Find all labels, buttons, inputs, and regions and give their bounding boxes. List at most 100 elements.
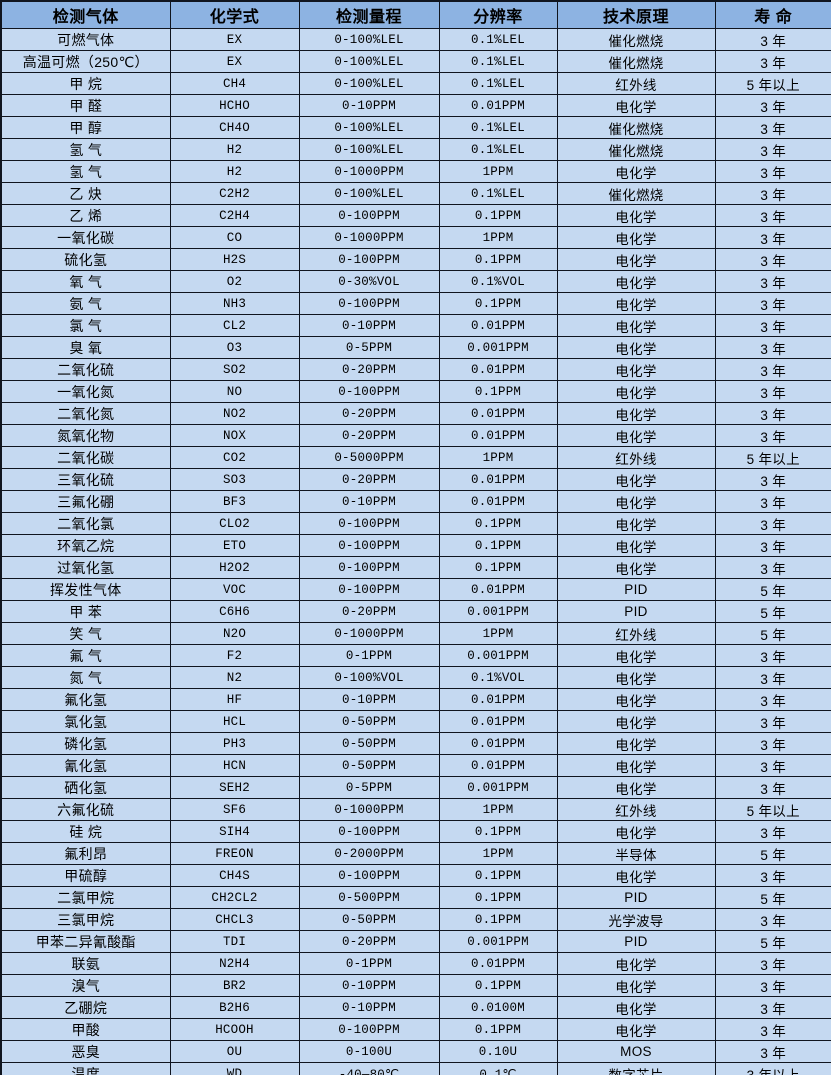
cell-tech: 半导体 xyxy=(556,842,716,865)
cell-tech: 电化学 xyxy=(556,710,716,733)
cell-tech: 催化燃烧 xyxy=(556,116,716,139)
cell-range: 0-1000PPM xyxy=(298,622,440,645)
cell-resolution: 0.01PPM xyxy=(438,710,558,733)
cell-life: 3 年 xyxy=(714,820,831,843)
cell-formula: SEH2 xyxy=(169,776,300,799)
cell-life: 3 年 xyxy=(714,732,831,755)
cell-gas: 一氧化碳 xyxy=(0,226,171,249)
cell-tech: 电化学 xyxy=(556,94,716,117)
cell-tech: 电化学 xyxy=(556,688,716,711)
cell-range: 0-1PPM xyxy=(298,644,440,667)
cell-life: 3 年 xyxy=(714,556,831,579)
cell-resolution: 0.1%LEL xyxy=(438,182,558,205)
cell-formula: SF6 xyxy=(169,798,300,821)
cell-formula: NOX xyxy=(169,424,300,447)
cell-gas: 二氧化硫 xyxy=(0,358,171,381)
cell-formula: N2O xyxy=(169,622,300,645)
cell-life: 3 年 xyxy=(714,864,831,887)
cell-resolution: 0.01PPM xyxy=(438,402,558,425)
cell-resolution: 0.1%VOL xyxy=(438,666,558,689)
cell-gas: 氯化氢 xyxy=(0,710,171,733)
table-row: 六氟化硫 SF6 0-1000PPM 1PPM 红外线 5 年以上 xyxy=(0,798,831,821)
table-row: 氟 气 F2 0-1PPM 0.001PPM 电化学 3 年 xyxy=(0,644,831,667)
table-row: 三氟化硼 BF3 0-10PPM 0.01PPM 电化学 3 年 xyxy=(0,490,831,513)
cell-formula: CH4 xyxy=(169,72,300,95)
cell-range: 0-1000PPM xyxy=(298,226,440,249)
cell-gas: 二氯甲烷 xyxy=(0,886,171,909)
table-row: 挥发性气体 VOC 0-100PPM 0.01PPM PID 5 年 xyxy=(0,578,831,601)
cell-tech: PID xyxy=(556,600,716,623)
cell-gas: 二氧化氮 xyxy=(0,402,171,425)
table-row: 氯 气 CL2 0-10PPM 0.01PPM 电化学 3 年 xyxy=(0,314,831,337)
cell-formula: WD xyxy=(169,1062,300,1075)
cell-gas: 环氧乙烷 xyxy=(0,534,171,557)
cell-tech: 催化燃烧 xyxy=(556,28,716,51)
cell-gas: 高温可燃（250℃） xyxy=(0,50,171,73)
cell-tech: 电化学 xyxy=(556,776,716,799)
cell-tech: 电化学 xyxy=(556,270,716,293)
cell-gas: 乙 炔 xyxy=(0,182,171,205)
cell-gas: 二氧化碳 xyxy=(0,446,171,469)
cell-tech: 电化学 xyxy=(556,512,716,535)
cell-range: 0-100PPM xyxy=(298,556,440,579)
table-row: 氧 气 O2 0-30%VOL 0.1%VOL 电化学 3 年 xyxy=(0,270,831,293)
cell-life: 3 年 xyxy=(714,138,831,161)
cell-resolution: 0.001PPM xyxy=(438,644,558,667)
cell-gas: 恶臭 xyxy=(0,1040,171,1063)
cell-resolution: 0.01PPM xyxy=(438,578,558,601)
cell-life: 3 年 xyxy=(714,776,831,799)
cell-life: 3 年 xyxy=(714,226,831,249)
table-row: 磷化氢 PH3 0-50PPM 0.01PPM 电化学 3 年 xyxy=(0,732,831,755)
cell-tech: 电化学 xyxy=(556,468,716,491)
column-header-range: 检测量程 xyxy=(298,0,440,29)
cell-range: 0-1000PPM xyxy=(298,798,440,821)
cell-formula: NH3 xyxy=(169,292,300,315)
cell-range: 0-100%LEL xyxy=(298,138,440,161)
cell-life: 3 年 xyxy=(714,270,831,293)
table-row: 一氧化碳 CO 0-1000PPM 1PPM 电化学 3 年 xyxy=(0,226,831,249)
cell-resolution: 0.01PPM xyxy=(438,468,558,491)
table-row: 二氧化碳 CO2 0-5000PPM 1PPM 红外线 5 年以上 xyxy=(0,446,831,469)
cell-formula: PH3 xyxy=(169,732,300,755)
cell-resolution: 1PPM xyxy=(438,160,558,183)
table-row: 氟利昂 FREON 0-2000PPM 1PPM 半导体 5 年 xyxy=(0,842,831,865)
cell-life: 3 年 xyxy=(714,1040,831,1063)
cell-resolution: 0.1℃ xyxy=(438,1062,558,1075)
cell-range: 0-100PPM xyxy=(298,578,440,601)
table-row: 氢 气 H2 0-1000PPM 1PPM 电化学 3 年 xyxy=(0,160,831,183)
cell-life: 5 年 xyxy=(714,622,831,645)
cell-gas: 三氟化硼 xyxy=(0,490,171,513)
cell-resolution: 0.01PPM xyxy=(438,314,558,337)
cell-resolution: 0.01PPM xyxy=(438,424,558,447)
cell-resolution: 0.1%LEL xyxy=(438,50,558,73)
cell-resolution: 0.1PPM xyxy=(438,380,558,403)
cell-life: 5 年以上 xyxy=(714,798,831,821)
table-row: 氢 气 H2 0-100%LEL 0.1%LEL 催化燃烧 3 年 xyxy=(0,138,831,161)
cell-tech: 电化学 xyxy=(556,952,716,975)
cell-gas: 磷化氢 xyxy=(0,732,171,755)
cell-formula: HCL xyxy=(169,710,300,733)
cell-formula: CO2 xyxy=(169,446,300,469)
cell-life: 5 年 xyxy=(714,886,831,909)
cell-range: 0-50PPM xyxy=(298,710,440,733)
cell-gas: 过氧化氢 xyxy=(0,556,171,579)
cell-resolution: 0.1PPM xyxy=(438,248,558,271)
cell-formula: EX xyxy=(169,28,300,51)
cell-formula: B2H6 xyxy=(169,996,300,1019)
cell-life: 3 年 xyxy=(714,248,831,271)
cell-formula: H2O2 xyxy=(169,556,300,579)
cell-tech: 催化燃烧 xyxy=(556,50,716,73)
cell-life: 3 年 xyxy=(714,358,831,381)
cell-resolution: 0.01PPM xyxy=(438,490,558,513)
table-row: 乙硼烷 B2H6 0-10PPM 0.0100M 电化学 3 年 xyxy=(0,996,831,1019)
table-row: 氮氧化物 NOX 0-20PPM 0.01PPM 电化学 3 年 xyxy=(0,424,831,447)
cell-gas: 甲 苯 xyxy=(0,600,171,623)
cell-gas: 可燃气体 xyxy=(0,28,171,51)
cell-tech: 电化学 xyxy=(556,490,716,513)
cell-life: 3 年 xyxy=(714,534,831,557)
cell-resolution: 1PPM xyxy=(438,446,558,469)
cell-gas: 六氟化硫 xyxy=(0,798,171,821)
cell-life: 3 年 xyxy=(714,314,831,337)
cell-tech: 电化学 xyxy=(556,534,716,557)
